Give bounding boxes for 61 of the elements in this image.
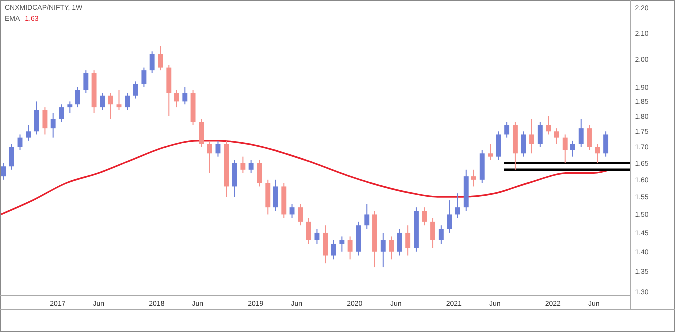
- candlestick: [273, 179, 278, 212]
- candlestick: [314, 228, 320, 245]
- candlestick: [521, 131, 526, 158]
- candlestick: [1, 162, 6, 180]
- candlestick: [472, 169, 476, 188]
- candlestick: [422, 207, 428, 226]
- candlestick: [340, 236, 345, 252]
- candlestick: [18, 134, 23, 151]
- candlestick: [306, 218, 312, 245]
- candlestick: [530, 118, 534, 154]
- candlestick: [570, 140, 576, 158]
- candlestick: [216, 140, 221, 158]
- candlestick: [50, 112, 56, 138]
- candlestick: [562, 134, 568, 164]
- candlestick: [430, 218, 436, 249]
- candlestick: [323, 225, 328, 264]
- candlestick: [26, 125, 32, 142]
- candlestick: [150, 51, 155, 74]
- candlestick: [438, 225, 444, 245]
- candlestick: [232, 160, 238, 198]
- candlestick: [108, 92, 114, 120]
- candlestick: [488, 144, 493, 161]
- candlestick: [240, 156, 246, 174]
- candlestick: [125, 92, 130, 111]
- candlestick: [257, 160, 262, 188]
- candlestick: [9, 144, 14, 170]
- candlestick: [298, 204, 304, 226]
- candlestick: [595, 144, 600, 164]
- candlestick: [42, 107, 48, 136]
- candlestick: [496, 131, 502, 161]
- candlestick: [397, 228, 402, 256]
- candlestick: [538, 122, 543, 148]
- candlestick: [364, 204, 370, 230]
- candlestick: [68, 101, 73, 114]
- candlestick: [546, 116, 552, 136]
- candlestick: [34, 101, 40, 136]
- candlestick: [504, 122, 510, 138]
- candlestick: [142, 67, 147, 88]
- candlestick: [199, 118, 204, 148]
- candlestick: [604, 131, 609, 158]
- candlestick: [406, 225, 411, 256]
- candlestick: [456, 193, 460, 219]
- candlestick: [554, 128, 560, 145]
- candlestick: [348, 236, 353, 260]
- candlestick: [100, 92, 106, 111]
- candlestick: [248, 160, 254, 174]
- candlestick: [84, 70, 89, 94]
- candlestick: [389, 236, 394, 260]
- candlestick: [578, 118, 584, 148]
- candlestick: [380, 232, 386, 268]
- line-series: [0, 140, 612, 216]
- candlestick: [331, 240, 336, 260]
- candlestick: [116, 90, 122, 111]
- candlestick: [75, 86, 80, 108]
- candlestick: [133, 81, 138, 100]
- candlestick: [59, 104, 64, 123]
- candlestick: [447, 200, 452, 234]
- candlestick: [182, 86, 188, 106]
- candlestick: [207, 140, 212, 174]
- candlestick: [158, 46, 164, 72]
- candlestick: [587, 125, 592, 151]
